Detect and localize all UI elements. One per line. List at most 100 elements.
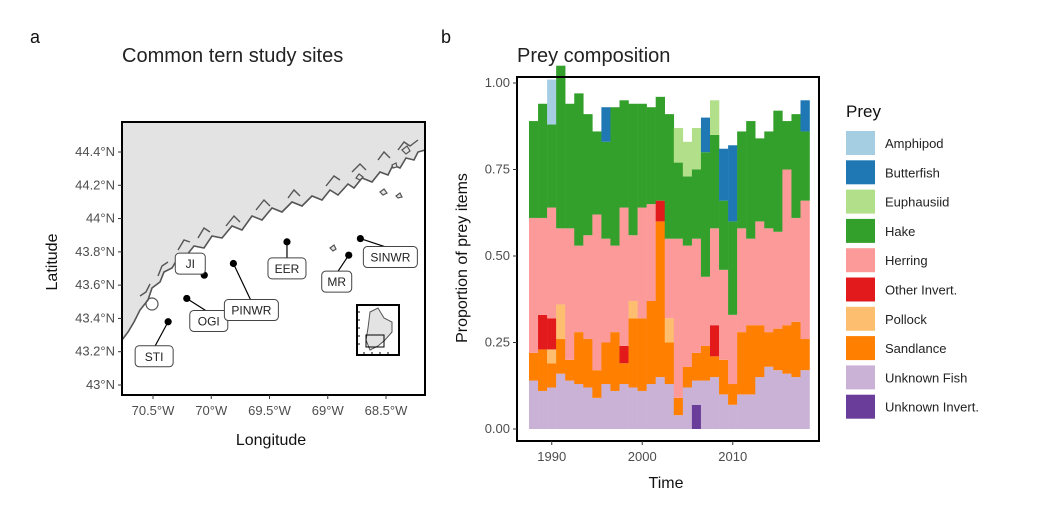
bar-segment-hake — [592, 131, 602, 215]
site-label: JI — [186, 257, 195, 271]
bar-segment-herring — [592, 214, 602, 371]
legend-item: Butterfish — [846, 160, 940, 185]
bar-segment-hake — [538, 103, 548, 218]
site-label-box — [223, 299, 279, 322]
site-leader-line — [336, 254, 350, 274]
map-title: Common tern study sites — [122, 45, 343, 67]
bar-segment-unknown-fish — [601, 384, 611, 429]
bar-segment-unknown-invert — [691, 404, 702, 429]
site-mr: MR — [321, 251, 353, 293]
bar-segment-unknown-fish — [664, 384, 675, 429]
bar-segment-sandlance — [655, 221, 665, 378]
bar-segment-herring — [755, 221, 765, 326]
legend-swatch — [846, 336, 875, 361]
map-x-tick-label: 70.5°W — [132, 403, 176, 418]
legend-item: Herring — [846, 248, 928, 273]
site-label-box — [362, 246, 418, 269]
bar-segment-unknown-fish — [728, 404, 738, 429]
bar-segment-sandlance — [574, 332, 584, 385]
legend-swatch — [846, 365, 875, 390]
legend-swatch — [846, 189, 875, 214]
site-label-box — [174, 252, 206, 275]
bar-segment-unknown-fish — [583, 387, 593, 429]
bar-segment-herring — [800, 200, 810, 340]
bar-segment-herring — [556, 228, 566, 305]
map-ylabel: Latitude — [44, 233, 61, 290]
bar-segment-unknown-fish — [755, 377, 765, 429]
bar-segment-herring — [773, 231, 783, 329]
bar-segment-hake — [746, 121, 756, 239]
site-label: PINWR — [231, 304, 271, 318]
legend-swatch — [846, 306, 875, 331]
site-point — [356, 234, 364, 243]
bar-segment-hake — [583, 114, 593, 236]
bar-segment-hake — [529, 121, 539, 218]
chart-x-tick-label: 2010 — [718, 449, 747, 464]
bar-segment-hake — [664, 114, 675, 239]
bar-segment-unknown-fish — [610, 390, 620, 429]
bar-segment-hake — [682, 176, 693, 246]
legend-label: Amphipod — [885, 136, 944, 151]
bar-segment-hake — [710, 134, 720, 229]
bar-segment-unknown-fish — [628, 387, 638, 429]
bar-segment-herring — [619, 207, 629, 346]
bar-segment-sandlance — [592, 370, 602, 398]
bar-segment-euphausiid — [673, 127, 684, 163]
bar-segment-unknown-fish — [791, 377, 801, 429]
bar-segment-pollock — [664, 318, 675, 343]
bar-segment-hake — [791, 114, 801, 218]
bar-segment-sandlance — [538, 349, 548, 391]
bar-segment-sandlance — [691, 352, 702, 381]
bar-segment-unknown-fish — [782, 373, 792, 429]
bar-segment-unknown-fish — [737, 394, 747, 429]
legend-swatch — [846, 160, 875, 185]
legend-item: Pollock — [846, 306, 927, 331]
legend-label: Unknown Fish — [885, 370, 967, 385]
bar-segment-butterfish — [719, 148, 729, 201]
bar-segment-herring — [538, 217, 548, 315]
bar-segment-hake — [547, 124, 557, 208]
bar-segment-other-invert — [619, 345, 629, 364]
bar-segment-sandlance — [529, 352, 539, 381]
bar-segment-unknown-fish — [800, 370, 810, 429]
legend-label: Herring — [885, 253, 928, 268]
site-layer: STI OGI JI PINWR EER MR SINWR — [134, 234, 418, 368]
bar-segment-unknown-fish — [574, 384, 584, 429]
legend-item: Amphipod — [846, 131, 944, 155]
bar-segment-hake — [556, 65, 566, 229]
coastline-detail — [139, 139, 419, 297]
site-label: OGI — [198, 314, 220, 328]
bar-layer — [529, 65, 810, 429]
panel-b-letter: b — [441, 27, 451, 47]
bar-segment-sandlance — [791, 321, 801, 378]
bar-segment-unknown-fish — [655, 377, 665, 429]
legend-label: Other Invert. — [885, 283, 957, 298]
bar-segment-butterfish — [700, 117, 711, 153]
legend-item: Sandlance — [846, 336, 946, 361]
legend-title: Prey — [846, 102, 881, 121]
bar-segment-sandlance — [646, 300, 656, 385]
bar-segment-hake — [700, 152, 711, 277]
bar-segment-hake — [574, 93, 584, 246]
legend-item: Unknown Fish — [846, 365, 967, 390]
bar-segment-hake — [728, 221, 738, 315]
bar-segment-sandlance — [565, 359, 575, 381]
bar-segment-hake — [691, 169, 702, 239]
bar-segment-unknown-fish — [691, 380, 702, 405]
bar-segment-sandlance — [619, 363, 629, 385]
chart-y-tick-label: 0.25 — [485, 335, 510, 350]
bar-segment-other-invert — [538, 314, 548, 350]
legend-label: Sandlance — [885, 341, 946, 356]
bar-segment-herring — [664, 238, 675, 319]
map-x-tick-label: 69°W — [312, 403, 345, 418]
bar-segment-unknown-fish — [710, 377, 720, 429]
bar-segment-sandlance — [737, 332, 747, 395]
legend-item: Other Invert. — [846, 277, 957, 302]
map-y-tick-label: 44.4°N — [75, 144, 115, 159]
bar-segment-sandlance — [628, 318, 638, 388]
site-sti: STI — [134, 318, 174, 368]
site-label: SINWR — [370, 251, 410, 265]
legend-item: Hake — [846, 218, 915, 243]
bar-segment-unknown-fish — [773, 370, 783, 429]
map-y-tick-label: 44°N — [86, 211, 115, 226]
